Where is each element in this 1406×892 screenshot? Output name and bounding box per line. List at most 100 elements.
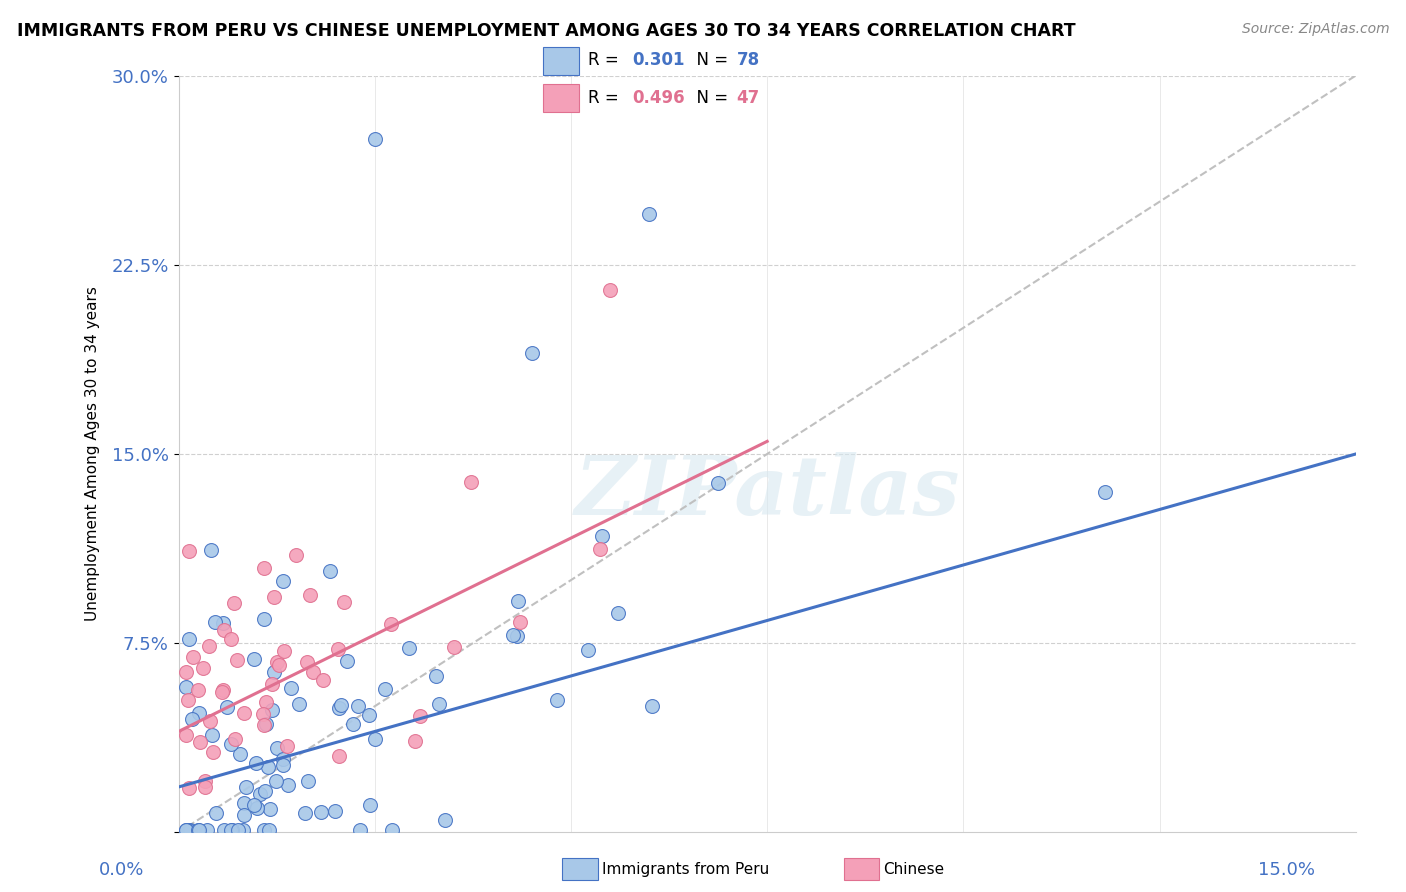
Point <box>408 708 430 723</box>
Point <box>205 805 228 820</box>
Point <box>226 822 249 837</box>
Point <box>443 640 465 654</box>
Point <box>212 623 235 637</box>
Point <box>235 780 257 795</box>
Point <box>256 760 278 774</box>
Point <box>302 665 325 679</box>
Point <box>229 747 252 761</box>
Point <box>215 700 238 714</box>
Point <box>509 615 531 629</box>
Point <box>224 732 246 747</box>
Point <box>221 822 243 837</box>
Point <box>271 751 294 765</box>
Text: Source: ZipAtlas.com: Source: ZipAtlas.com <box>1241 22 1389 37</box>
Text: N =: N = <box>686 51 734 70</box>
Point <box>309 805 332 820</box>
Text: R =: R = <box>588 51 624 70</box>
Point <box>245 756 267 770</box>
Point <box>328 641 350 656</box>
Point <box>269 658 291 673</box>
Point <box>254 717 277 731</box>
Point <box>347 698 370 713</box>
Point <box>576 643 599 657</box>
Point <box>425 669 447 683</box>
Point <box>277 778 299 792</box>
Point <box>179 822 201 837</box>
Point <box>364 131 387 145</box>
Point <box>188 735 211 749</box>
Point <box>257 822 280 837</box>
Point <box>298 588 321 602</box>
Point <box>273 758 295 772</box>
Text: 78: 78 <box>737 51 759 70</box>
Point <box>329 698 352 712</box>
Point <box>212 683 235 698</box>
Point <box>194 780 217 794</box>
Point <box>546 693 568 707</box>
Text: 0.496: 0.496 <box>633 89 685 107</box>
Point <box>359 707 381 722</box>
Point <box>506 593 529 607</box>
Point <box>176 693 198 707</box>
Point <box>194 774 217 789</box>
Point <box>284 548 307 562</box>
Point <box>243 797 266 812</box>
Point <box>271 574 294 588</box>
Point <box>252 707 274 722</box>
Point <box>1094 484 1116 499</box>
Point <box>502 628 524 642</box>
Y-axis label: Unemployment Among Ages 30 to 34 years: Unemployment Among Ages 30 to 34 years <box>86 286 100 622</box>
Point <box>246 801 269 815</box>
Point <box>226 653 249 667</box>
Point <box>176 681 198 695</box>
Point <box>177 632 200 646</box>
Point <box>254 784 277 798</box>
Text: Chinese: Chinese <box>883 863 943 877</box>
Point <box>323 804 346 818</box>
Point <box>177 822 200 837</box>
Text: ZIPatlas: ZIPatlas <box>575 452 960 532</box>
Point <box>295 655 318 669</box>
Point <box>179 544 201 558</box>
Point <box>427 698 450 712</box>
Point <box>193 661 215 675</box>
Text: 15.0%: 15.0% <box>1257 861 1315 879</box>
Point <box>381 822 404 837</box>
Point <box>195 822 218 837</box>
Point <box>638 207 661 221</box>
Point <box>233 796 256 810</box>
Text: 0.0%: 0.0% <box>98 861 143 879</box>
Point <box>319 564 342 578</box>
Point <box>176 822 198 837</box>
Point <box>260 677 283 691</box>
Point <box>263 590 285 604</box>
Point <box>177 781 200 796</box>
Point <box>404 734 426 748</box>
Point <box>349 822 371 837</box>
Point <box>259 802 281 816</box>
Text: N =: N = <box>686 89 734 107</box>
Point <box>591 529 613 543</box>
Point <box>176 728 198 742</box>
Point <box>200 542 222 557</box>
Point <box>202 745 225 759</box>
Point <box>262 703 284 717</box>
Text: IMMIGRANTS FROM PERU VS CHINESE UNEMPLOYMENT AMONG AGES 30 TO 34 YEARS CORRELATI: IMMIGRANTS FROM PERU VS CHINESE UNEMPLOY… <box>17 22 1076 40</box>
Bar <box>543 85 579 112</box>
Point <box>333 594 356 608</box>
Point <box>460 475 482 490</box>
Point <box>219 822 242 837</box>
Point <box>204 615 226 629</box>
Point <box>200 714 222 728</box>
Point <box>176 822 198 837</box>
Point <box>706 476 728 491</box>
Point <box>263 665 285 680</box>
Point <box>211 685 233 699</box>
Point <box>294 806 316 821</box>
Point <box>398 640 420 655</box>
Point <box>363 732 385 747</box>
Point <box>328 701 350 715</box>
Point <box>266 656 288 670</box>
Point <box>249 787 271 801</box>
Point <box>201 729 224 743</box>
